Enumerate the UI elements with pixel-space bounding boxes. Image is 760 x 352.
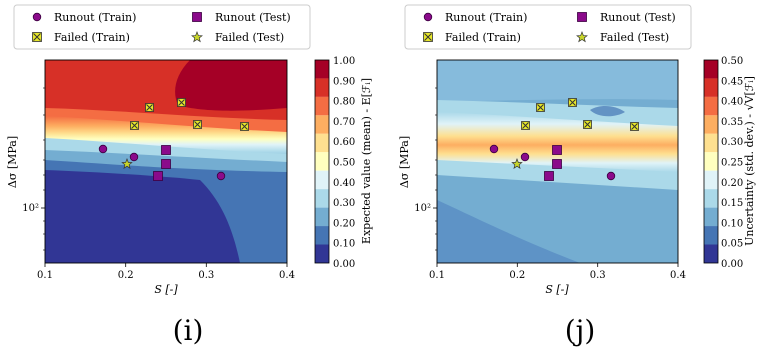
colorbar-tick: 0.25 bbox=[721, 158, 743, 169]
legend-label-runout-test: Runout (Test) bbox=[600, 11, 676, 24]
colorbar-label-j: Uncertainty (std. dev.) - √V[ℱᵢ] bbox=[743, 76, 756, 246]
colorbar-tick: 0.40 bbox=[333, 178, 355, 189]
panel-label-j: (j) bbox=[565, 314, 596, 347]
y-axis-j: 10² Δσ [MPa] bbox=[398, 87, 437, 251]
point-runout-test bbox=[544, 171, 554, 181]
colorbar-tick: 0.50 bbox=[333, 158, 355, 169]
colorbar-j: 0.50 0.45 0.40 0.35 0.30 0.25 0.20 0.15 … bbox=[703, 56, 756, 270]
x-axis-j: 0.1 0.2 0.3 0.4 S [-] bbox=[429, 263, 686, 296]
panel-i: Runout (Train) Runout (Test) Failed (Tra… bbox=[6, 4, 373, 347]
y-axis-label-i: Δσ [MPa] bbox=[6, 136, 19, 188]
legend-marker-runout-test bbox=[577, 12, 587, 22]
legend-j: Runout (Train) Runout (Test) Failed (Tra… bbox=[404, 4, 692, 50]
point-failed-test bbox=[121, 158, 133, 169]
colorbar-tick: 0.70 bbox=[333, 117, 355, 128]
point-runout-test bbox=[161, 159, 171, 169]
legend-marker-failed-test bbox=[576, 31, 588, 43]
legend-marker-runout-train bbox=[423, 12, 433, 22]
point-failed-train bbox=[193, 120, 202, 129]
point-runout-train bbox=[520, 152, 530, 162]
y-tick-0: 10² bbox=[414, 203, 431, 214]
colorbar-tick: 0.60 bbox=[333, 137, 355, 148]
point-failed-train bbox=[177, 98, 186, 107]
legend-label-failed-test: Failed (Test) bbox=[215, 31, 284, 44]
point-runout-train bbox=[489, 144, 499, 154]
x-tick-0: 0.1 bbox=[37, 270, 53, 281]
x-axis-label-j: S [-] bbox=[545, 283, 569, 296]
points-j bbox=[489, 98, 639, 181]
colorbar-tick: 1.00 bbox=[333, 56, 355, 67]
point-runout-test bbox=[153, 171, 163, 181]
legend-box bbox=[404, 4, 692, 50]
points-i bbox=[98, 98, 249, 181]
point-runout-train bbox=[216, 171, 226, 181]
plot-frame-i bbox=[44, 59, 288, 264]
legend-marker-failed-train bbox=[32, 32, 42, 42]
colorbar-tick: 0.30 bbox=[333, 198, 355, 209]
panel-j: Runout (Train) Runout (Test) Failed (Tra… bbox=[398, 4, 756, 347]
point-failed-train bbox=[130, 121, 139, 130]
legend-label-failed-train: Failed (Train) bbox=[54, 31, 130, 44]
colorbar-tick: 0.40 bbox=[721, 97, 743, 108]
colorbar-tick: 0.20 bbox=[721, 178, 743, 189]
colorbar-tick: 0.20 bbox=[333, 218, 355, 229]
y-tick-0: 10² bbox=[22, 203, 39, 214]
colorbar-tick: 0.00 bbox=[721, 259, 743, 270]
point-failed-train bbox=[145, 103, 154, 112]
legend-label-failed-train: Failed (Train) bbox=[445, 31, 521, 44]
colorbar-tick: 0.90 bbox=[333, 76, 355, 87]
x-tick-0: 0.1 bbox=[429, 270, 445, 281]
colorbar-tick: 0.30 bbox=[721, 137, 743, 148]
x-tick-2: 0.3 bbox=[198, 270, 214, 281]
legend-marker-runout-train bbox=[32, 12, 42, 22]
point-failed-train bbox=[583, 120, 592, 129]
point-runout-train bbox=[129, 152, 139, 162]
point-failed-train bbox=[240, 122, 249, 131]
x-axis-label-i: S [-] bbox=[154, 283, 178, 296]
x-tick-1: 0.2 bbox=[509, 270, 525, 281]
y-axis-label-j: Δσ [MPa] bbox=[398, 136, 411, 188]
legend-label-failed-test: Failed (Test) bbox=[600, 31, 669, 44]
legend-marker-failed-test bbox=[191, 31, 203, 43]
legend-label-runout-test: Runout (Test) bbox=[215, 11, 291, 24]
colorbar-tick: 0.35 bbox=[721, 117, 743, 128]
colorbar-tick: 0.10 bbox=[333, 239, 355, 250]
colorbar-tick: 0.15 bbox=[721, 198, 743, 209]
point-failed-train bbox=[536, 103, 545, 112]
point-runout-test bbox=[552, 145, 562, 155]
x-tick-1: 0.2 bbox=[118, 270, 134, 281]
colorbar-label-i: Expected value (mean) - E[ℱᵢ] bbox=[360, 78, 373, 244]
point-runout-train bbox=[606, 171, 616, 181]
colorbar-tick: 0.10 bbox=[721, 218, 743, 229]
legend-i: Runout (Train) Runout (Test) Failed (Tra… bbox=[13, 4, 311, 50]
x-axis-i: 0.1 0.2 0.3 0.4 S [-] bbox=[37, 263, 295, 296]
point-failed-train bbox=[568, 98, 577, 107]
x-tick-3: 0.4 bbox=[279, 270, 295, 281]
legend-marker-failed-train bbox=[423, 32, 433, 42]
point-runout-test bbox=[552, 159, 562, 169]
point-failed-train bbox=[521, 121, 530, 130]
point-failed-train bbox=[630, 122, 639, 131]
point-runout-test bbox=[161, 145, 171, 155]
point-runout-train bbox=[98, 144, 108, 154]
panel-label-i: (i) bbox=[173, 314, 204, 347]
colorbar-i: 1.00 0.90 0.80 0.70 0.60 0.50 0.40 0.30 … bbox=[314, 56, 373, 270]
plot-frame-j bbox=[436, 59, 679, 264]
colorbar-tick: 0.80 bbox=[333, 97, 355, 108]
colorbar-tick: 0.00 bbox=[333, 259, 355, 270]
legend-marker-runout-test bbox=[192, 12, 202, 22]
legend-label-runout-train: Runout (Train) bbox=[445, 11, 527, 24]
legend-label-runout-train: Runout (Train) bbox=[54, 11, 136, 24]
legend-box bbox=[13, 4, 311, 50]
x-tick-3: 0.4 bbox=[670, 270, 686, 281]
point-failed-test bbox=[511, 158, 523, 169]
colorbar-tick: 0.45 bbox=[721, 76, 743, 87]
colorbar-tick: 0.50 bbox=[721, 56, 743, 67]
colorbar-tick: 0.05 bbox=[721, 239, 743, 250]
x-tick-2: 0.3 bbox=[590, 270, 606, 281]
y-axis-i: 10² Δσ [MPa] bbox=[6, 87, 45, 251]
